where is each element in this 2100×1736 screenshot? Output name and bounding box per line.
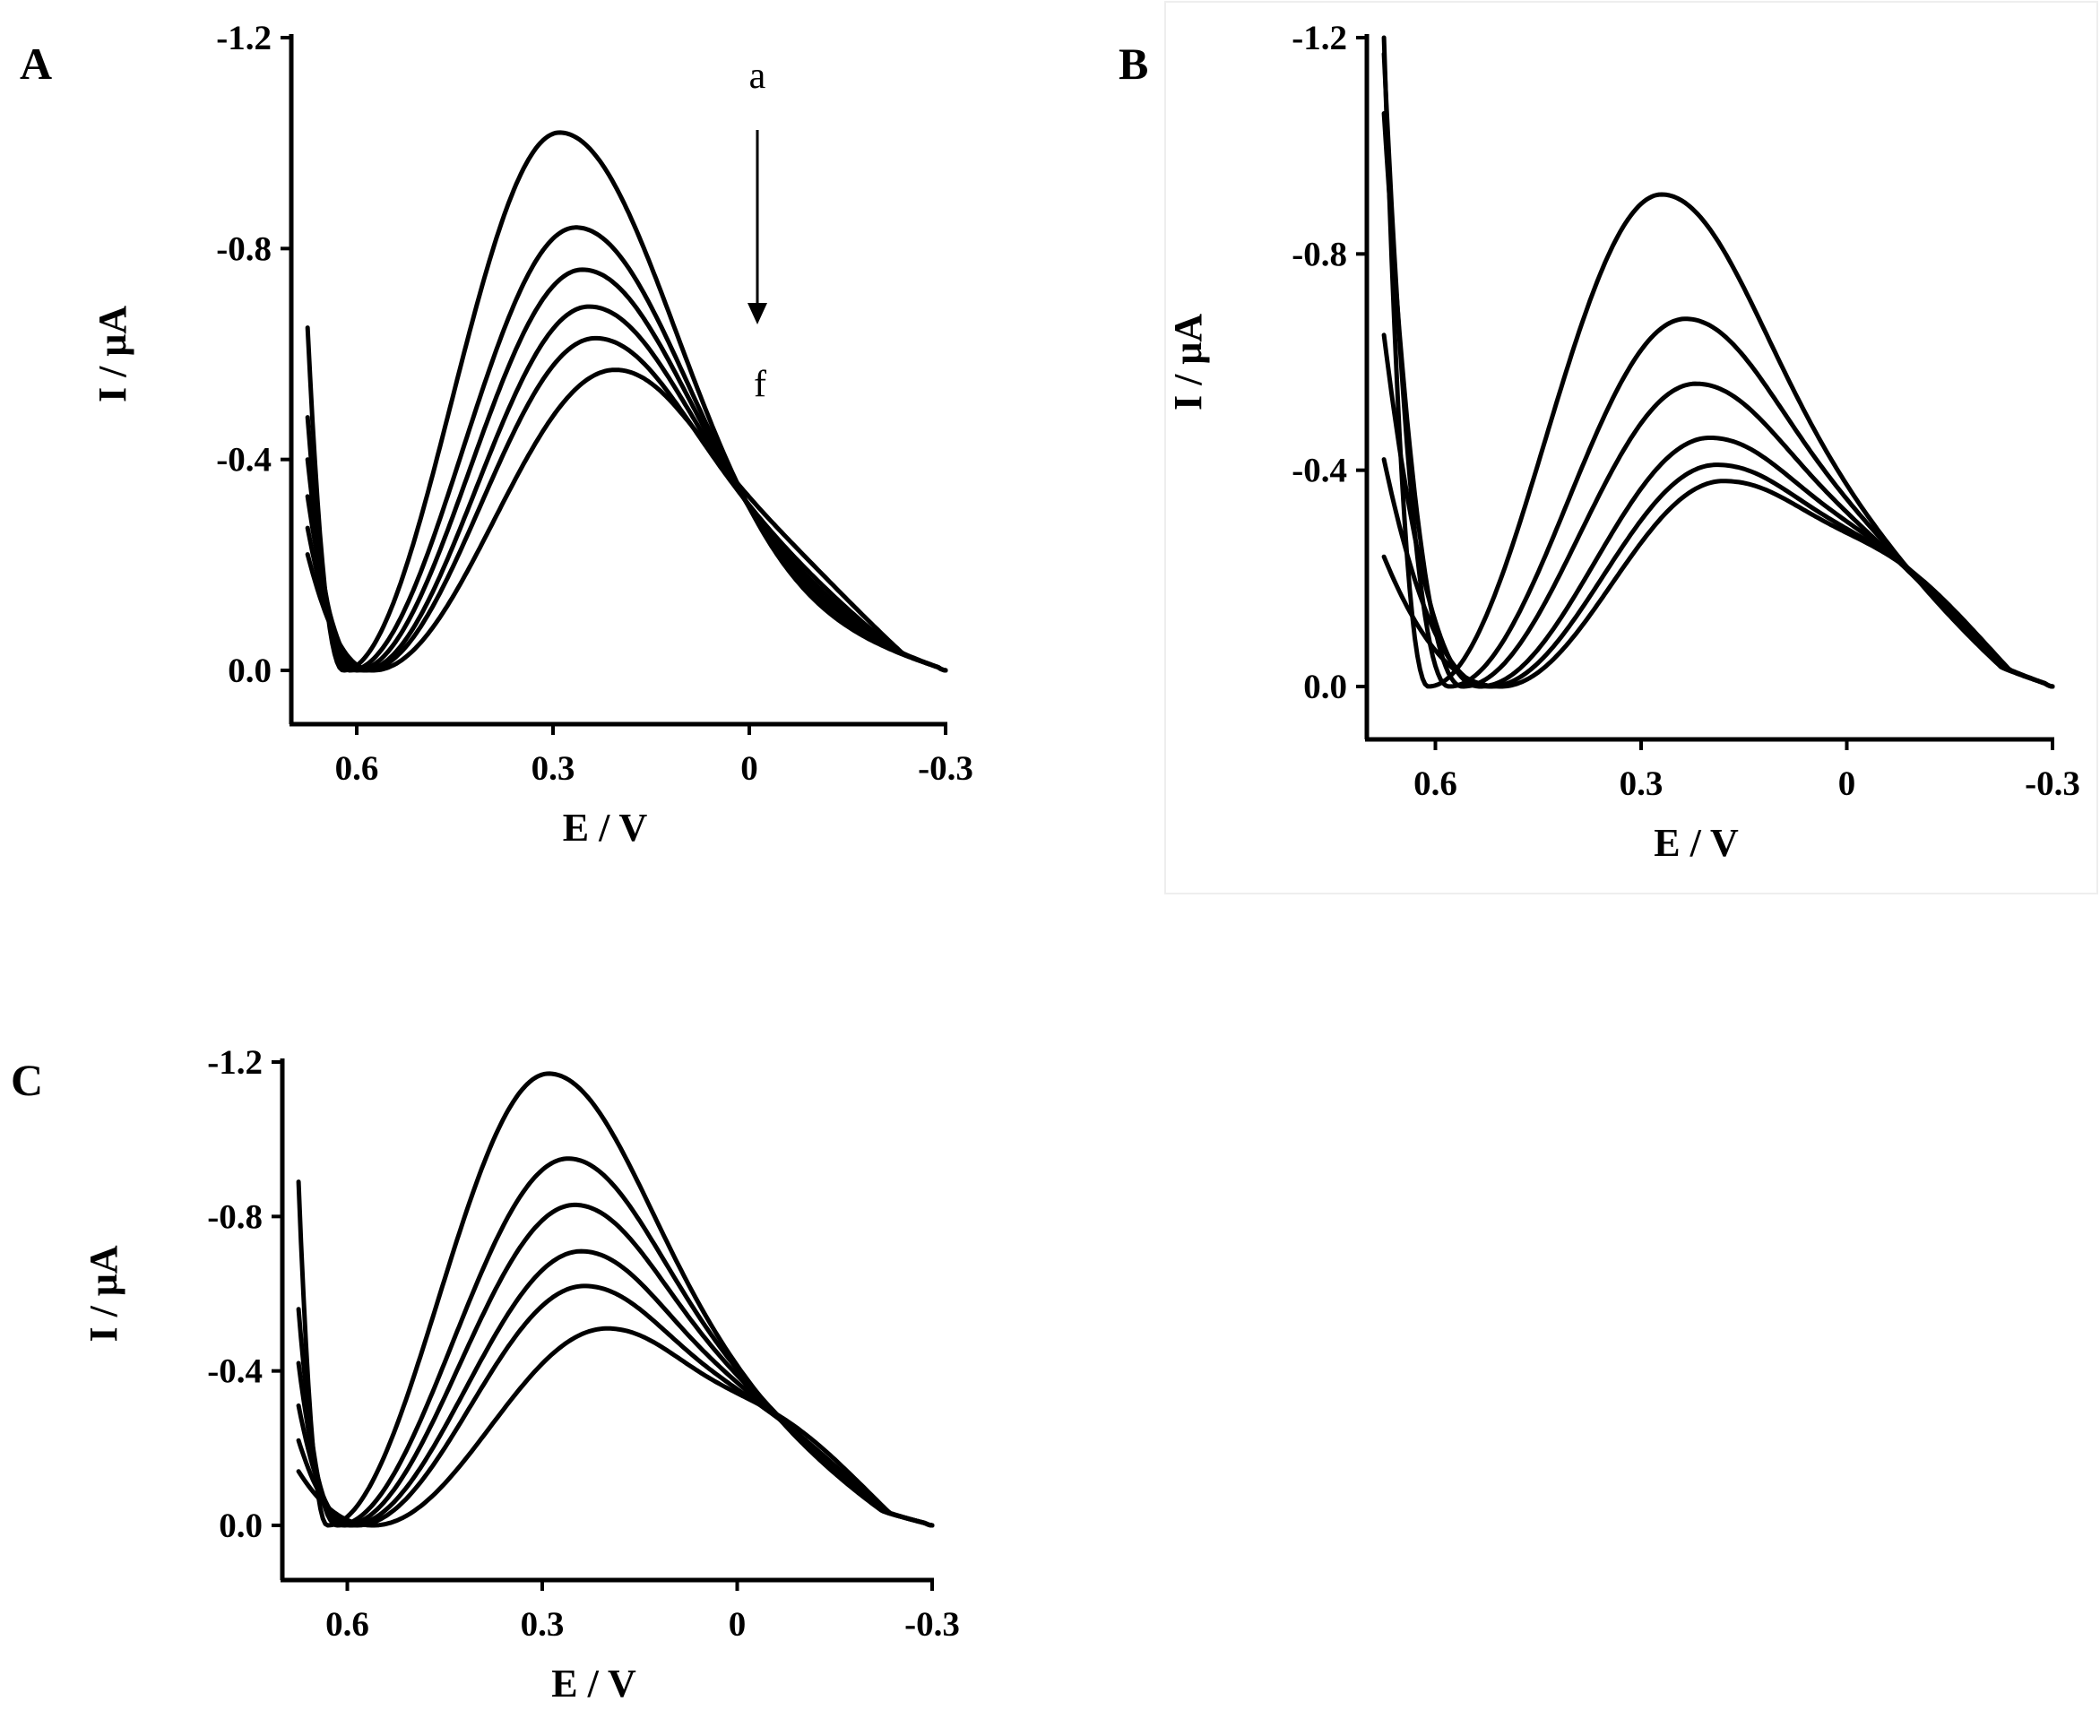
x-tick-label: -0.3 — [904, 1605, 960, 1644]
x-axis-label: E / V — [551, 1662, 636, 1706]
trend-arrow-head — [748, 303, 767, 324]
x-tick-label: 0.6 — [335, 749, 379, 788]
y-tick-label: -0.8 — [1292, 235, 1347, 273]
y-tick-label: 0.0 — [219, 1507, 263, 1545]
series-line-e — [1381, 457, 2055, 689]
series-line-f — [305, 367, 948, 673]
x-tick-label: -0.3 — [2025, 764, 2080, 803]
y-tick-label: -0.8 — [216, 229, 272, 268]
panel-a: A -1.2 -0.8 -0.4 0.0 0.6 0.3 0 -0.3 E / V I / μA a f — [20, 19, 973, 850]
series-line-e — [296, 1283, 935, 1528]
y-tick-label: -1.2 — [207, 1043, 263, 1082]
series-line-f — [1381, 479, 2055, 689]
x-tick-label: 0.3 — [1620, 764, 1664, 803]
y-tick-label: 0.0 — [228, 652, 272, 690]
panel-b-frame — [1164, 1, 2098, 894]
panel-b: B -1.2 -0.8 -0.4 0.0 0.6 0.3 0 -0.3 E / V I / μA — [1119, 19, 2080, 865]
series-line-f — [296, 1326, 935, 1528]
y-tick-label: -1.2 — [1292, 19, 1347, 57]
series-line-a — [296, 1071, 935, 1528]
x-tick-label: -0.3 — [918, 749, 973, 788]
series-line-a — [305, 130, 948, 673]
y-tick-label: -0.4 — [1292, 452, 1347, 490]
x-axis-label: E / V — [563, 806, 648, 850]
series-line-b — [1381, 51, 2055, 689]
series-line-b — [305, 225, 948, 673]
x-tick-label: 0.6 — [1413, 764, 1457, 803]
series-line-c — [1381, 111, 2055, 689]
x-tick-label: 0.3 — [531, 749, 575, 788]
annotation-end: f — [754, 364, 766, 405]
annotation-start: a — [749, 56, 766, 97]
panel-c: C -1.2 -0.8 -0.4 0.0 0.6 0.3 0 -0.3 E / V I / μA — [11, 1043, 960, 1706]
panel-label: C — [11, 1055, 43, 1105]
x-tick-label: 0 — [740, 749, 758, 788]
x-axis-label: E / V — [1654, 821, 1739, 865]
y-axis-label: I / μA — [1166, 314, 1210, 410]
y-axis-label: I / μA — [82, 1245, 125, 1342]
x-tick-label: 0.6 — [325, 1605, 369, 1644]
series-line-c — [305, 267, 948, 673]
series-line-e — [305, 335, 948, 673]
x-tick-label: 0.3 — [521, 1605, 565, 1644]
y-tick-label: -0.8 — [207, 1197, 263, 1236]
y-tick-label: 0.0 — [1303, 668, 1347, 706]
panel-label: B — [1119, 39, 1148, 89]
x-tick-label: 0 — [1838, 764, 1856, 803]
y-tick-label: -0.4 — [216, 441, 272, 479]
y-tick-label: -0.4 — [207, 1352, 263, 1391]
series-line-a — [1381, 35, 2055, 689]
y-tick-label: -1.2 — [216, 19, 272, 57]
series-line-d — [305, 304, 948, 673]
y-axis-label: I / μA — [91, 306, 134, 402]
panel-label: A — [20, 39, 52, 89]
x-tick-label: 0 — [729, 1605, 747, 1644]
